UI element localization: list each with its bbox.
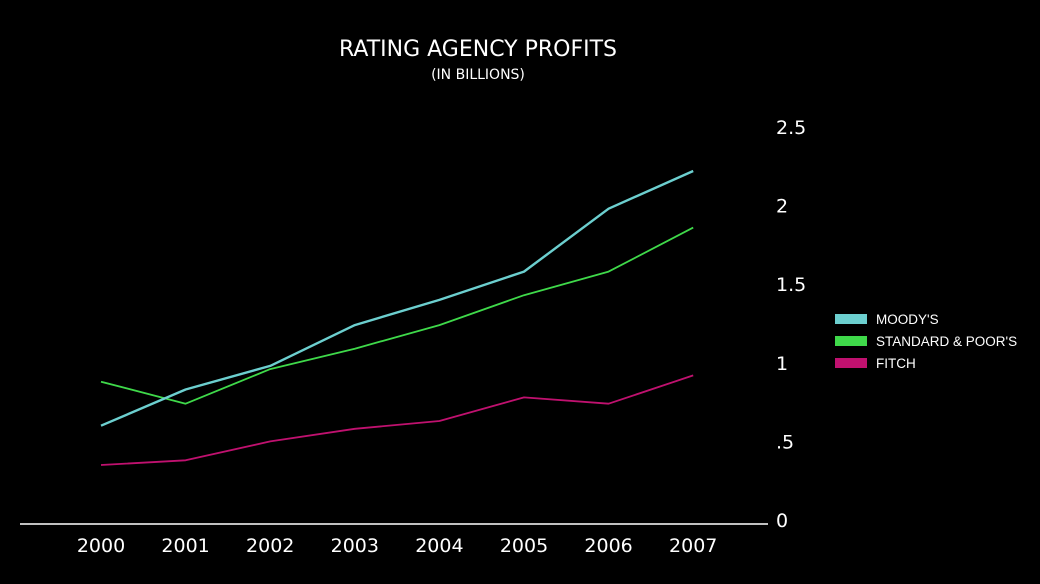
- x-tick-label: 2003: [331, 535, 379, 557]
- y-tick-label: 2: [776, 196, 788, 218]
- y-tick-label: 1.5: [776, 274, 806, 296]
- chart-subtitle: (IN BILLIONS): [431, 67, 525, 83]
- x-tick-label: 2005: [500, 535, 548, 557]
- series-line-moody-s: [100, 169, 694, 427]
- x-tick-label: 2007: [669, 535, 717, 557]
- y-axis-ticks: 0 .5 1 1.5 2 2.5: [776, 117, 806, 532]
- series-line-fitch: [100, 374, 694, 466]
- y-tick-label: 2.5: [776, 117, 806, 139]
- legend-swatch: [835, 358, 867, 368]
- legend-label: FITCH: [876, 356, 916, 371]
- y-tick-label: 0: [776, 510, 788, 532]
- series-lines: [100, 169, 694, 466]
- legend-swatch: [835, 314, 867, 324]
- legend-swatch: [835, 336, 867, 346]
- x-tick-label: 2001: [161, 535, 209, 557]
- series-line-standard-poor-s: [100, 226, 694, 405]
- x-tick-label: 2002: [246, 535, 294, 557]
- y-tick-label: .5: [776, 431, 794, 453]
- chart-title: RATING AGENCY PROFITS: [339, 37, 617, 62]
- x-tick-label: 2000: [77, 535, 125, 557]
- x-tick-label: 2006: [584, 535, 632, 557]
- y-tick-label: 1: [776, 353, 788, 375]
- legend-label: MOODY'S: [876, 312, 939, 327]
- legend: MOODY'S STANDARD & POOR'S FITCH: [835, 312, 1017, 371]
- x-axis-ticks: 2000 2001 2002 2003 2004 2005 2006 2007: [77, 535, 718, 557]
- x-tick-label: 2004: [415, 535, 463, 557]
- legend-label: STANDARD & POOR'S: [876, 334, 1017, 349]
